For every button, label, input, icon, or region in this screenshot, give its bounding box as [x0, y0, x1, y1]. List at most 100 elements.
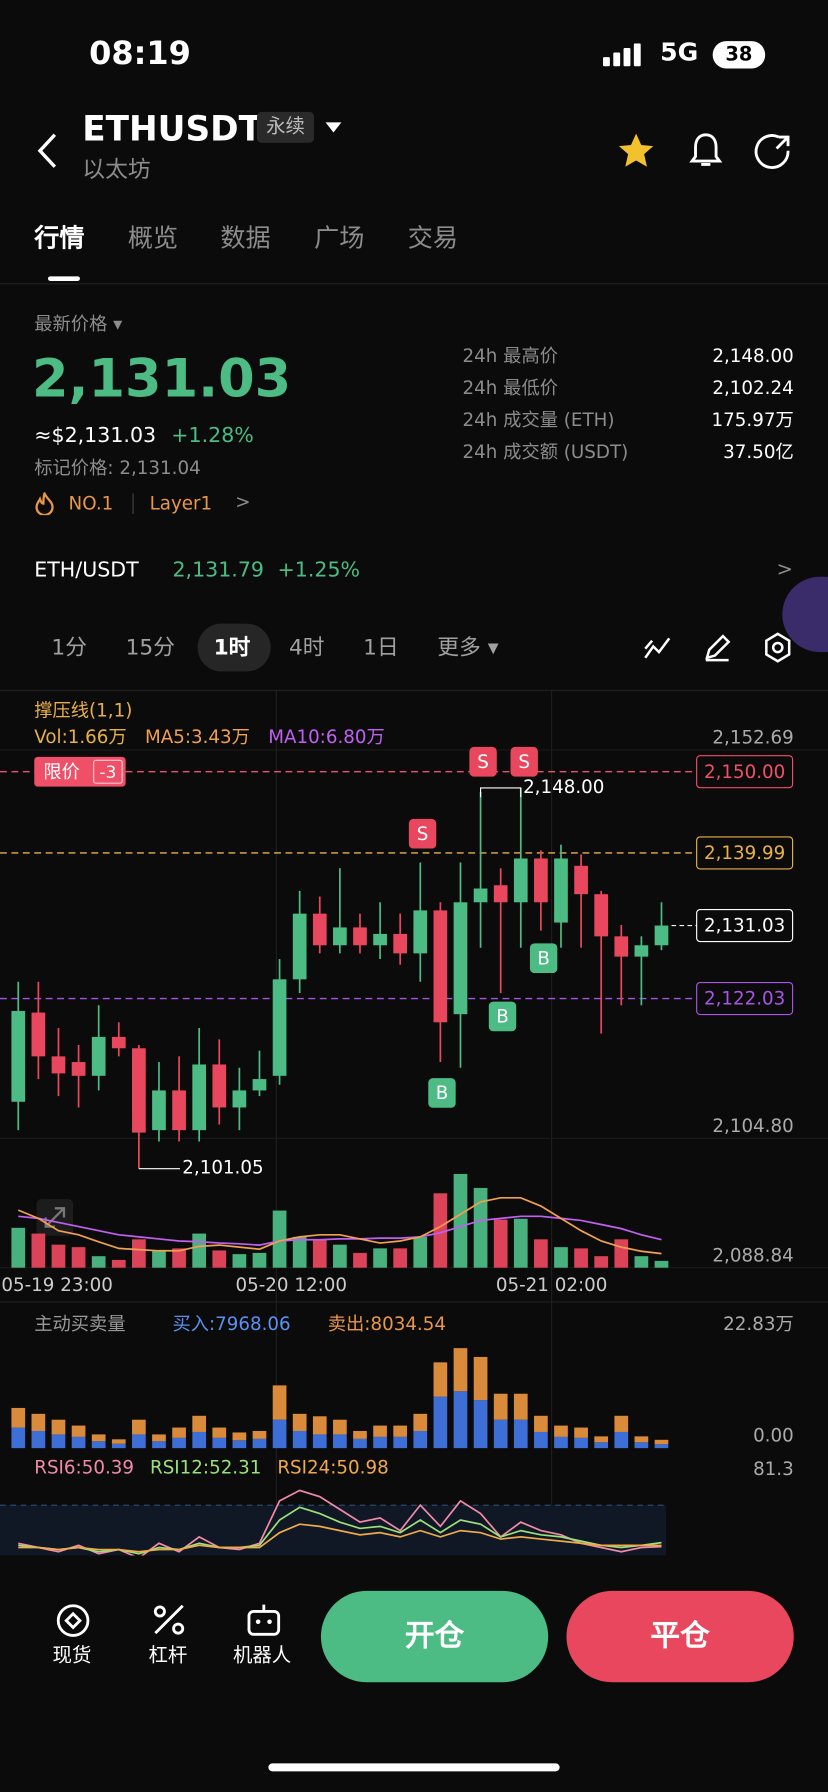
volume-bar	[272, 1210, 287, 1268]
nav-label[interactable]: 杠杆	[148, 1644, 188, 1668]
price-line-label: 2,122.03	[704, 989, 785, 1010]
dropdown[interactable]	[325, 122, 342, 133]
close-button[interactable]: 平仓	[566, 1590, 794, 1683]
candle-body	[574, 865, 588, 895]
tab[interactable]: 行情	[34, 224, 85, 254]
interval[interactable]: 1分	[51, 634, 87, 661]
buy-bar	[574, 1437, 588, 1449]
share-icon[interactable]	[754, 132, 793, 171]
indicator-icon[interactable]	[643, 633, 673, 663]
volume-bar	[413, 1236, 428, 1268]
sell-bar	[11, 1407, 26, 1428]
signal-icon	[603, 43, 641, 67]
ma10-line	[18, 1215, 662, 1246]
settings-icon[interactable]	[762, 632, 794, 664]
volume-bar	[574, 1248, 588, 1268]
sell-bar	[91, 1434, 106, 1442]
interval[interactable]: 更多 ▾	[437, 634, 499, 661]
sell-bar	[152, 1434, 166, 1442]
sell-bar	[513, 1393, 528, 1420]
price-change: +1.28%	[171, 423, 254, 448]
candle-body	[11, 1010, 26, 1102]
sell-bar	[654, 1439, 669, 1445]
bot-icon[interactable]	[243, 1601, 284, 1640]
sell-bar	[614, 1415, 629, 1432]
candle-body	[232, 1090, 247, 1108]
x-tick-label: 05-20 12:00	[235, 1275, 347, 1296]
tab[interactable]: 交易	[407, 224, 458, 254]
interval[interactable]: 4时	[288, 634, 325, 661]
trade-marker-label: B	[496, 1007, 509, 1028]
legend-entry: Vol:1.66万	[34, 727, 126, 748]
volume-bar	[393, 1248, 408, 1268]
buy-bar	[413, 1430, 428, 1449]
sell-bar	[634, 1436, 649, 1443]
sell-bar	[353, 1430, 367, 1439]
buy-bar	[111, 1443, 126, 1449]
mark-price: 标记价格: 2,131.04	[34, 456, 201, 479]
volume-bar	[554, 1247, 568, 1268]
buy-bar	[594, 1442, 609, 1449]
draw-icon[interactable]	[702, 633, 732, 663]
leverage-icon[interactable]	[148, 1601, 189, 1640]
legend-entry: RSI6:50.39	[34, 1458, 134, 1479]
sell-bar	[232, 1432, 247, 1441]
nav-label[interactable]: 现货	[52, 1644, 92, 1668]
price-label[interactable]: 最新价格 ▾	[34, 312, 123, 335]
sell-bar	[111, 1439, 126, 1444]
y-tick-label: 81.3	[753, 1459, 794, 1480]
back-button[interactable]	[34, 132, 61, 169]
stat-label: 24h 成交量 (ETH)	[462, 408, 615, 431]
volume-bar	[132, 1239, 146, 1268]
candle-body	[111, 1036, 126, 1049]
volume-bar	[654, 1260, 669, 1268]
sell-bar	[212, 1427, 227, 1438]
alert-bell[interactable]	[688, 130, 725, 171]
sell-bar	[31, 1413, 46, 1431]
spot-icon[interactable]	[53, 1601, 94, 1640]
sector-tag[interactable]: Layer1	[149, 492, 213, 514]
candle-body	[172, 1090, 186, 1131]
tab[interactable]: 广场	[314, 224, 365, 254]
sell-label: 卖出:8034.54	[328, 1314, 446, 1335]
nav-label[interactable]: 机器人	[232, 1644, 292, 1668]
volume-bar	[433, 1193, 448, 1268]
volume-bar	[192, 1233, 207, 1268]
candle-body	[473, 888, 488, 903]
sell-bar	[554, 1425, 568, 1437]
volume-bar	[252, 1252, 267, 1268]
candle-body	[614, 936, 629, 957]
candle-body	[132, 1048, 146, 1133]
stat-label: 24h 成交额 (USDT)	[462, 440, 629, 463]
favorite-star[interactable]	[617, 131, 656, 170]
chevron: >	[235, 491, 251, 513]
buy-bar	[152, 1441, 166, 1449]
volume-bar	[373, 1248, 387, 1268]
candle-body	[212, 1064, 227, 1108]
interval[interactable]: 15分	[125, 634, 175, 661]
sell-bar	[574, 1427, 588, 1438]
trade-marker	[408, 818, 437, 849]
candle-body	[91, 1036, 106, 1076]
buy-bar	[292, 1430, 307, 1449]
tab[interactable]: 概览	[127, 224, 179, 254]
interval[interactable]: 1日	[363, 634, 399, 661]
volume-bar	[312, 1239, 327, 1268]
trade-marker-label: B	[537, 948, 550, 969]
rsi-band	[0, 1505, 667, 1556]
interval[interactable]: 1时	[213, 634, 251, 661]
candle-body	[252, 1079, 267, 1091]
open-button[interactable]: 开仓	[320, 1590, 549, 1683]
buy-bar	[634, 1442, 649, 1449]
tab[interactable]: 数据	[220, 224, 271, 254]
volume-bar	[111, 1259, 126, 1268]
trade-marker-label: B	[436, 1083, 449, 1104]
flow-title: 主动买卖量	[34, 1314, 125, 1335]
pair-name[interactable]: ETH/USDT	[34, 558, 139, 583]
ma5-line	[17, 1196, 662, 1255]
price-line-label: 2,139.99	[704, 843, 785, 864]
price-label-text: 最新价格	[34, 312, 108, 335]
trade-marker-label: S	[417, 824, 429, 845]
legend-entry: RSI24:50.98	[277, 1458, 388, 1479]
volume-bar	[614, 1239, 629, 1268]
